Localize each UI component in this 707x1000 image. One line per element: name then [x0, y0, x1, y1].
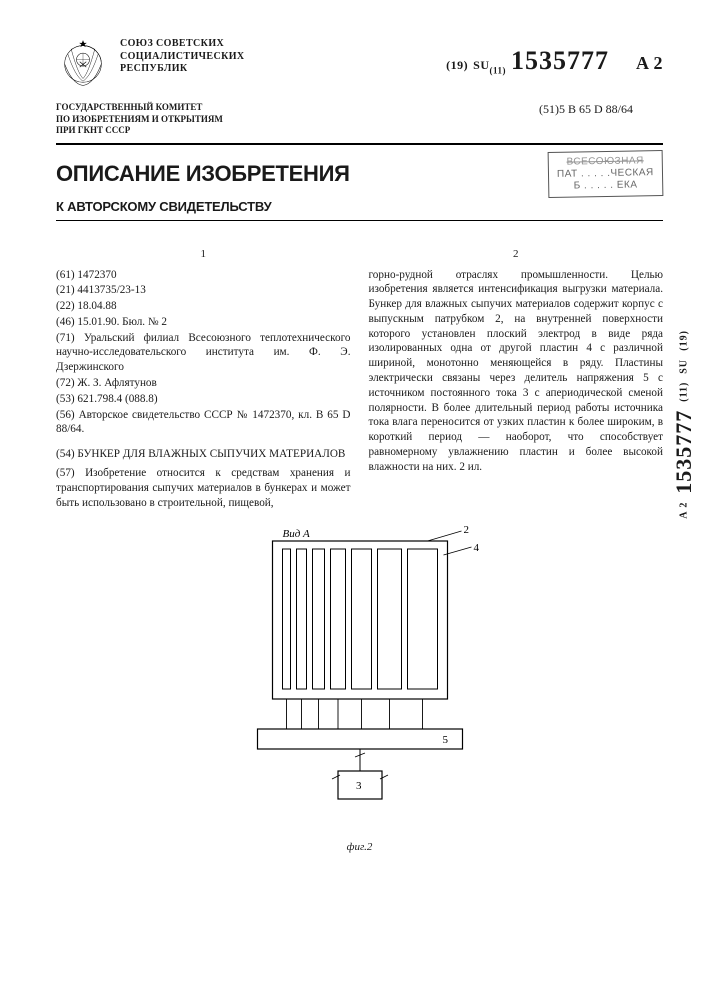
kind-code: A 2	[636, 53, 663, 73]
committee-line-3: ПРИ ГКНТ СССР	[56, 125, 223, 137]
field-61: (61) 1472370	[56, 268, 351, 283]
diagram-figure-2: Вид А 24 5 3	[56, 519, 663, 839]
code-11: (11)	[489, 66, 506, 76]
side-document-code: A 2 1535777 (11) SU (19)	[671, 330, 697, 519]
side-code-19: (19)	[679, 330, 690, 351]
figure-svg: Вид А 24 5 3	[230, 519, 490, 839]
field-46: (46) 15.01.90. Бюл. № 2	[56, 315, 351, 330]
issuer-line-1: СОЮЗ СОВЕТСКИХ	[120, 38, 245, 51]
figure-caption: фиг.2	[56, 841, 663, 853]
field-57-col1: (57) Изобретение относится к средствам х…	[56, 466, 351, 510]
document-title: ОПИСАНИЕ ИЗОБРЕТЕНИЯ	[56, 161, 350, 187]
column-2: 2 горно-рудной отраслях промышленности. …	[369, 247, 664, 511]
rule-upper	[56, 143, 663, 145]
patent-number: 1535777	[511, 46, 609, 75]
document-number: (19) SU(11) 1535777 A 2	[446, 38, 663, 76]
column-1: 1 (61) 1472370 (21) 4413735/23-13 (22) 1…	[56, 247, 351, 511]
document-subtitle: К АВТОРСКОМУ СВИДЕТЕЛЬСТВУ	[56, 199, 663, 214]
issuer-line-3: РЕСПУБЛИК	[120, 63, 245, 76]
issuer-name: СОЮЗ СОВЕТСКИХ СОЦИАЛИСТИЧЕСКИХ РЕСПУБЛИ…	[120, 38, 245, 76]
field-72: (72) Ж. З. Афлятунов	[56, 376, 351, 391]
field-21: (21) 4413735/23-13	[56, 283, 351, 298]
committee-name: ГОСУДАРСТВЕННЫЙ КОМИТЕТ ПО ИЗОБРЕТЕНИЯМ …	[56, 102, 223, 137]
library-stamp: ВСЕСОЮЗНАЯ ПАТ . . . . .ЧЕСКАЯ Б . . . .…	[548, 150, 664, 198]
committee-line-2: ПО ИЗОБРЕТЕНИЯМ И ОТКРЫТИЯМ	[56, 114, 223, 126]
field-71: (71) Уральский филиал Всесоюзного теплот…	[56, 331, 351, 375]
issuer-line-2: СОЦИАЛИСТИЧЕСКИХ	[120, 51, 245, 64]
stamp-line-1: ВСЕСОЮЗНАЯ	[557, 155, 654, 169]
svg-text:4: 4	[473, 542, 479, 554]
side-suffix: A 2	[679, 502, 690, 519]
svg-text:2: 2	[463, 524, 469, 536]
field-53: (53) 621.798.4 (088.8)	[56, 392, 351, 407]
svg-text:Вид А: Вид А	[282, 528, 310, 540]
svg-text:3: 3	[356, 780, 362, 792]
field-54: (54) БУНКЕР ДЛЯ ВЛАЖНЫХ СЫПУЧИХ МАТЕРИАЛ…	[56, 447, 351, 462]
stamp-line-2: ПАТ . . . . .ЧЕСКАЯ	[557, 167, 654, 181]
stamp-line-3: Б . . . . . ЕКА	[557, 179, 654, 193]
code-19: (19)	[446, 58, 468, 72]
column-1-number: 1	[56, 247, 351, 262]
field-22: (22) 18.04.88	[56, 299, 351, 314]
svg-text:5: 5	[442, 734, 448, 746]
field-56: (56) Авторское свидетельство СССР № 1472…	[56, 408, 351, 438]
ipc-classification: (51)5 B 65 D 88/64	[539, 102, 663, 117]
country-code: SU	[473, 58, 489, 72]
rule-lower	[56, 220, 663, 221]
column-2-number: 2	[369, 247, 664, 262]
side-su: SU	[679, 359, 690, 374]
committee-line-1: ГОСУДАРСТВЕННЫЙ КОМИТЕТ	[56, 102, 223, 114]
side-code-11: (11)	[679, 381, 690, 401]
state-emblem	[56, 38, 110, 92]
field-57-col2: горно-рудной отраслях промышленности. Це…	[369, 268, 664, 475]
body-columns: 1 (61) 1472370 (21) 4413735/23-13 (22) 1…	[56, 247, 663, 511]
side-number: 1535777	[671, 410, 697, 494]
